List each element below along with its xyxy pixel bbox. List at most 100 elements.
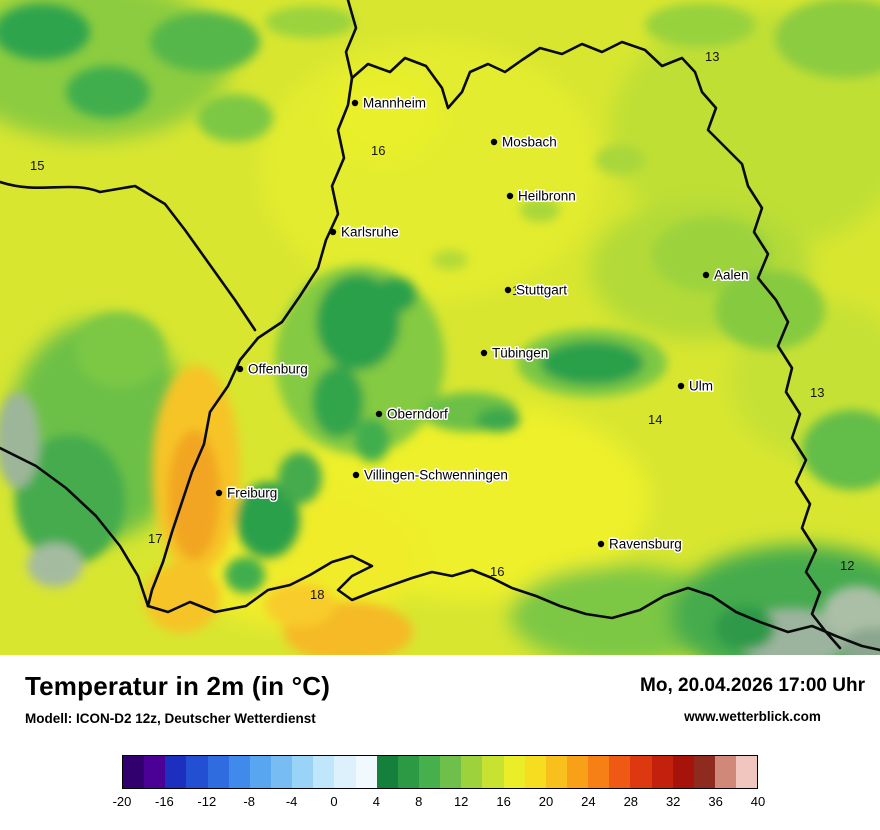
legend-color-cell xyxy=(588,756,610,788)
border-north-rhine xyxy=(344,0,358,80)
website-url: www.wetterblick.com xyxy=(684,709,821,724)
city-dot xyxy=(236,365,244,373)
city-label: Stuttgart xyxy=(516,283,567,298)
forecast-datetime: Mo, 20.04.2026 17:00 Uhr xyxy=(640,675,865,696)
legend-tick-label: 4 xyxy=(372,794,381,809)
city-label: Villingen-Schwenningen xyxy=(364,468,508,483)
border-rhine-west xyxy=(146,76,354,608)
city-dot xyxy=(375,410,383,418)
temperature-value-label: 16 xyxy=(371,143,385,158)
legend-color-cell xyxy=(249,756,271,788)
legend-color-cell xyxy=(672,756,694,788)
temperature-map: 15 16 13 15 13 14 17 16 18 12 Mannheim Mosbach Heil… xyxy=(0,0,880,655)
temperature-value-label: 17 xyxy=(148,531,162,546)
city-dot xyxy=(677,382,685,390)
legend-color-cell xyxy=(714,756,737,788)
legend-tick-label: -20 xyxy=(112,794,132,809)
city-marker: Mosbach xyxy=(490,133,558,151)
city-label: Oberndorf xyxy=(387,407,448,422)
city-dot xyxy=(506,192,514,200)
city-label: Ravensburg xyxy=(609,537,682,552)
legend-tick-label: 16 xyxy=(496,794,511,809)
legend-color-cell xyxy=(651,756,673,788)
temperature-value-label: 16 xyxy=(490,564,504,579)
city-marker: Heilbronn xyxy=(506,187,577,205)
temperature-value-label: 13 xyxy=(705,49,719,64)
legend-color-cell xyxy=(313,756,335,788)
legend-color-cell xyxy=(503,756,525,788)
country-state-borders xyxy=(0,0,880,652)
legend-color-cell xyxy=(334,756,356,788)
map-svg: 15 16 13 15 13 14 17 16 18 12 Mannheim Mosbach Heil… xyxy=(0,0,880,655)
legend-color-cell xyxy=(609,756,631,788)
legend-color-cell xyxy=(292,756,314,788)
city-marker: Stuttgart xyxy=(504,281,569,299)
footer-right: Mo, 20.04.2026 17:00 Uhr www.wetterblick… xyxy=(640,671,865,726)
legend-color-cell xyxy=(461,756,483,788)
temperature-value-label: 13 xyxy=(810,385,824,400)
legend-tick-label: -8 xyxy=(243,794,255,809)
temperature-value-label: 18 xyxy=(310,587,324,602)
legend-tick-label: -12 xyxy=(197,794,217,809)
border-northwest xyxy=(0,180,257,332)
legend-color-cell xyxy=(144,756,166,788)
temperature-value-label: 15 xyxy=(512,283,526,298)
legend-color-cell xyxy=(545,756,567,788)
legend-color-cell xyxy=(228,756,250,788)
legend-tick-label: 36 xyxy=(708,794,723,809)
city-marker: Villingen-Schwenningen xyxy=(352,466,509,484)
legend-color-cell xyxy=(566,756,589,788)
legend-tick-label: 0 xyxy=(330,794,338,809)
legend-color-cell xyxy=(440,756,462,788)
legend-color-cell xyxy=(186,756,208,788)
city-dot xyxy=(702,271,710,279)
legend-color-cell xyxy=(482,756,504,788)
map-color-regions xyxy=(0,0,880,655)
city-label: Ulm xyxy=(689,379,713,394)
city-label: Freiburg xyxy=(227,486,277,501)
legend-tick-labels: -20 -16 -12 -8 -4 0 4 8 12 16 20 24 28 32 36 40 xyxy=(113,794,766,812)
city-marker: Karlsruhe xyxy=(329,223,400,241)
temperature-value-label: 15 xyxy=(30,158,44,173)
model-info: Modell: ICON-D2 12z, Deutscher Wetterdie… xyxy=(25,711,316,726)
city-label: Karlsruhe xyxy=(341,225,399,240)
legend-color-cell xyxy=(165,756,187,788)
legend-tick-label: 8 xyxy=(415,794,423,809)
city-dot xyxy=(490,138,498,146)
legend-color-cell xyxy=(397,756,419,788)
city-dot xyxy=(480,349,488,357)
temperature-legend: -20 -16 -12 -8 -4 0 4 8 12 16 20 24 28 32 36 40 xyxy=(113,755,766,812)
legend-colorbar xyxy=(122,755,758,789)
legend-color-cell xyxy=(123,756,145,788)
city-marker: Ulm xyxy=(677,377,715,395)
legend-tick-label: 32 xyxy=(665,794,681,809)
city-dot xyxy=(215,489,223,497)
legend-tick-label: 24 xyxy=(581,794,596,809)
city-label: Mosbach xyxy=(502,135,557,150)
border-north-east-bavaria xyxy=(350,40,842,650)
legend-tick-label: -4 xyxy=(285,794,298,809)
city-dot xyxy=(504,286,512,294)
city-marker: Ravensburg xyxy=(597,535,683,553)
city-marker: Mannheim xyxy=(351,94,428,112)
legend-tick-label: 28 xyxy=(623,794,639,809)
temperature-value-label: 14 xyxy=(648,412,662,427)
legend-tick-label: 12 xyxy=(453,794,469,809)
city-dot xyxy=(329,228,337,236)
legend-tick-label: 20 xyxy=(538,794,554,809)
city-marker: Oberndorf xyxy=(375,405,450,423)
city-label: Aalen xyxy=(714,268,749,283)
legend-tick-label: -16 xyxy=(154,794,174,809)
map-footer: Temperatur in 2m (in °C) Modell: ICON-D2… xyxy=(0,655,880,830)
city-dot xyxy=(352,471,360,479)
city-marker: Offenburg xyxy=(236,360,309,378)
legend-color-cell xyxy=(207,756,229,788)
temperature-values-layer: 15 16 13 15 13 14 17 16 18 12 xyxy=(30,49,854,602)
city-marker: Aalen xyxy=(702,266,750,284)
city-label: Tübingen xyxy=(492,346,548,361)
legend-color-cell xyxy=(270,756,293,788)
legend-color-cell xyxy=(355,756,377,788)
city-label: Heilbronn xyxy=(518,189,576,204)
legend-color-cell xyxy=(736,756,758,788)
page-title: Temperatur in 2m (in °C) xyxy=(25,671,331,701)
